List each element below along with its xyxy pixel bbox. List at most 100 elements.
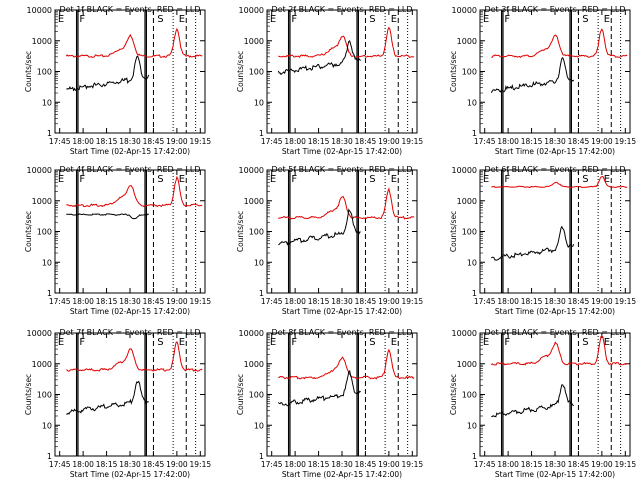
y-tick-label: 1000	[457, 37, 477, 46]
x-tick-label: 18:30	[544, 297, 566, 306]
y-tick-label: 100	[462, 68, 477, 77]
y-tick-label: 1000	[32, 360, 52, 369]
y-tick-label: 1000	[32, 37, 52, 46]
x-tick-label: 18:30	[331, 297, 353, 306]
event-marker-label: F	[504, 337, 510, 348]
y-tick-label: 1000	[457, 197, 477, 206]
event-marker-label: E	[483, 174, 489, 185]
y-tick-label: 10000	[27, 166, 52, 175]
event-marker-label: E	[391, 14, 397, 25]
panel-det-8: 1 10 100 1000 10000 17:45 18:00 18:15 18:30 18:45…	[236, 328, 423, 479]
panel-title: Det 8f BLACK = Events, RED = LLD	[271, 328, 412, 337]
event-marker-label: F	[79, 174, 85, 185]
panel-det-6: 1 10 100 1000 10000 17:45 18:00 18:15 18:30 18:45…	[449, 165, 636, 316]
x-tick-label: 19:00	[378, 137, 400, 146]
panel-det-1: 1 10 100 1000 10000 17:45 18:00 18:15 18:30 18:45…	[24, 5, 211, 156]
black-events-series	[491, 384, 575, 418]
panel-title: Det 3f BLACK = Events, RED = LLD	[484, 5, 625, 14]
event-marker-label: E	[391, 174, 397, 185]
x-tick-label: 19:00	[378, 460, 400, 469]
event-marker-label: E	[270, 337, 276, 348]
x-tick-label: 18:30	[119, 460, 141, 469]
event-marker-label: S	[369, 174, 375, 185]
x-tick-label: 18:30	[119, 297, 141, 306]
y-tick-label: 10	[467, 98, 477, 107]
black-events-series	[66, 55, 150, 92]
y-axis-label: Counts/sec	[236, 374, 245, 415]
x-tick-label: 18:45	[143, 137, 165, 146]
x-tick-label: 18:45	[355, 137, 377, 146]
black-events-series	[66, 213, 149, 220]
event-marker-label: F	[291, 174, 297, 185]
x-tick-label: 19:15	[190, 297, 212, 306]
black-events-series	[278, 208, 361, 246]
y-tick-label: 1000	[244, 360, 264, 369]
y-tick-label: 10	[254, 258, 264, 267]
x-tick-label: 19:15	[615, 460, 637, 469]
black-events-series	[277, 369, 361, 407]
x-tick-label: 18:15	[96, 297, 118, 306]
x-tick-label: 18:30	[331, 460, 353, 469]
event-marker-label: S	[582, 174, 588, 185]
x-tick-label: 18:45	[143, 460, 165, 469]
event-marker-label: S	[157, 14, 163, 25]
panel-det-2: 1 10 100 1000 10000 17:45 18:00 18:15 18:30 18:45…	[236, 5, 423, 156]
y-tick-label: 100	[37, 68, 52, 77]
x-tick-label: 19:00	[591, 460, 613, 469]
black-events-series	[490, 225, 575, 261]
y-tick-label: 10	[254, 98, 264, 107]
x-tick-label: 19:15	[615, 297, 637, 306]
y-axis-label: Counts/sec	[24, 374, 33, 415]
x-tick-label: 19:15	[190, 137, 212, 146]
x-tick-label: 17:45	[261, 137, 283, 146]
event-marker-label: E	[179, 14, 185, 25]
y-tick-label: 1000	[457, 360, 477, 369]
x-tick-label: 18:45	[568, 137, 590, 146]
y-tick-label: 10000	[452, 329, 477, 338]
x-tick-label: 18:15	[308, 460, 330, 469]
red-lld-series	[490, 335, 628, 366]
y-tick-label: 10	[467, 258, 477, 267]
x-axis-label: Start Time (02-Apr-15 17:42:00)	[70, 307, 190, 316]
y-tick-label: 100	[37, 228, 52, 237]
black-events-series	[277, 40, 362, 76]
x-tick-label: 18:45	[568, 297, 590, 306]
panel-det-9: 1 10 100 1000 10000 17:45 18:00 18:15 18:30 18:45…	[449, 328, 636, 479]
x-tick-label: 18:15	[96, 460, 118, 469]
event-marker-label: E	[179, 337, 185, 348]
x-tick-label: 17:45	[49, 297, 71, 306]
y-tick-label: 1000	[244, 197, 264, 206]
event-marker-label: E	[270, 174, 276, 185]
x-tick-label: 18:00	[284, 297, 306, 306]
y-axis-label: Counts/sec	[449, 374, 458, 415]
x-tick-label: 18:45	[355, 297, 377, 306]
event-marker-label: E	[270, 14, 276, 25]
x-tick-label: 19:15	[402, 297, 424, 306]
x-tick-label: 18:00	[497, 460, 519, 469]
x-tick-label: 17:45	[261, 297, 283, 306]
event-marker-label: E	[58, 337, 64, 348]
x-tick-label: 19:00	[378, 297, 400, 306]
y-tick-label: 10	[42, 98, 52, 107]
y-axis-label: Counts/sec	[24, 211, 33, 252]
x-tick-label: 17:45	[474, 297, 496, 306]
y-tick-label: 10000	[27, 329, 52, 338]
y-tick-label: 100	[462, 391, 477, 400]
x-tick-label: 18:15	[521, 460, 543, 469]
panel-det-5: 1 10 100 1000 10000 17:45 18:00 18:15 18:30 18:45…	[236, 165, 423, 316]
x-axis-label: Start Time (02-Apr-15 17:42:00)	[70, 470, 190, 479]
event-marker-label: S	[369, 337, 375, 348]
event-marker-label: E	[58, 14, 64, 25]
y-axis-label: Counts/sec	[24, 51, 33, 92]
x-tick-label: 18:00	[284, 137, 306, 146]
panel-title: Det 5f BLACK = Events, RED = LLD	[271, 165, 412, 174]
event-marker-label: E	[179, 174, 185, 185]
x-tick-label: 19:00	[166, 460, 188, 469]
y-tick-label: 1	[47, 129, 52, 138]
event-marker-label: S	[157, 337, 163, 348]
x-tick-label: 18:15	[521, 297, 543, 306]
y-tick-label: 10	[42, 421, 52, 430]
x-tick-label: 18:15	[308, 137, 330, 146]
event-marker-label: E	[604, 337, 610, 348]
